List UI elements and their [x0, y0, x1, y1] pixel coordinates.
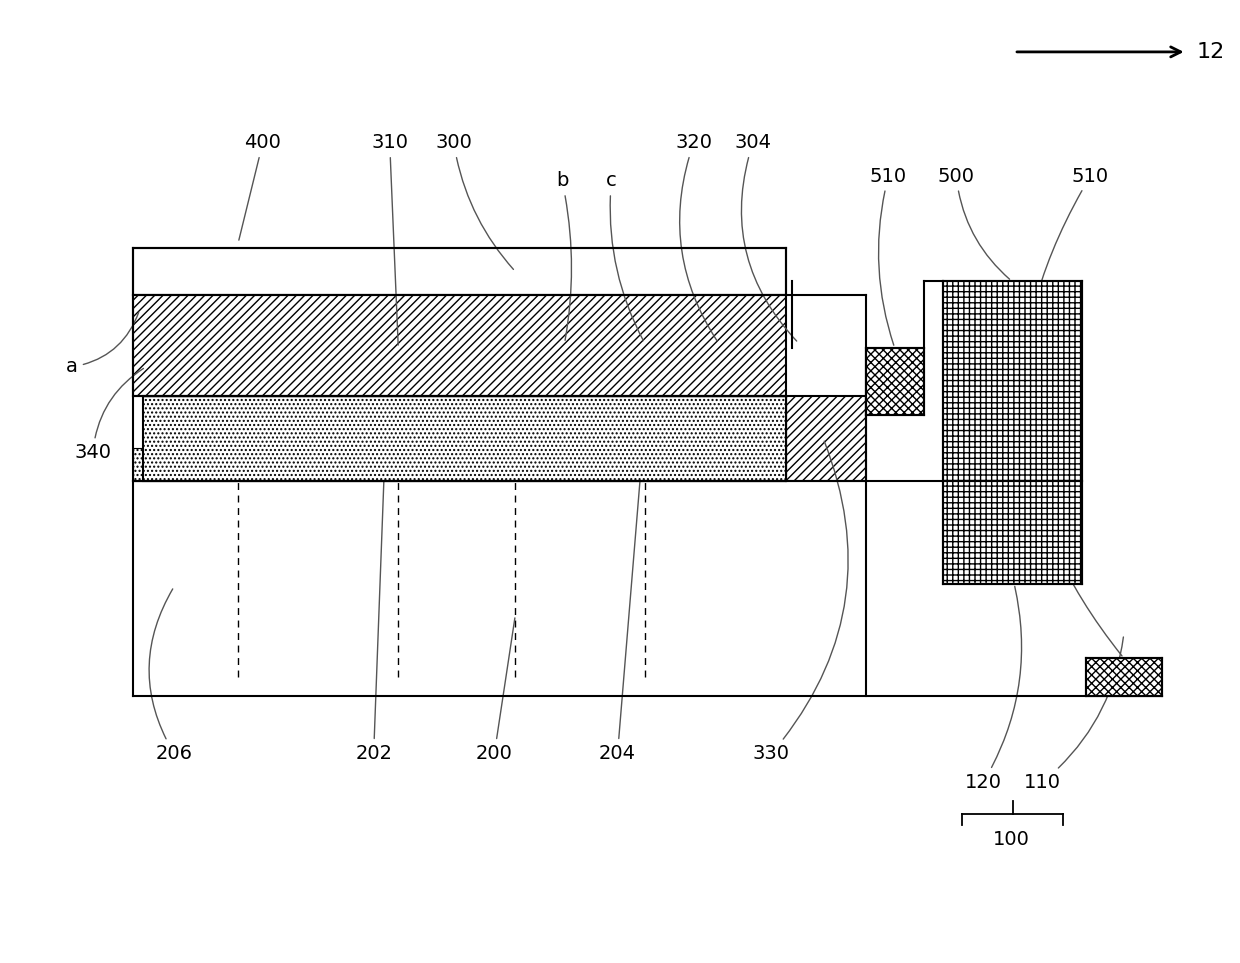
Bar — [942, 482, 1081, 584]
Text: 110: 110 — [1024, 637, 1123, 792]
Bar — [134, 296, 786, 396]
Text: 310: 310 — [371, 133, 408, 345]
Bar — [144, 396, 786, 448]
Bar — [867, 348, 924, 415]
Bar — [134, 448, 786, 482]
Bar — [786, 396, 867, 482]
Bar — [1085, 658, 1162, 696]
Text: 340: 340 — [74, 369, 144, 462]
Bar — [942, 281, 1081, 482]
Text: 500: 500 — [937, 167, 1009, 279]
Bar — [134, 247, 786, 296]
Text: 202: 202 — [355, 427, 392, 763]
Text: 120: 120 — [965, 586, 1022, 792]
Text: 204: 204 — [599, 427, 645, 763]
Text: 330: 330 — [753, 441, 848, 763]
Text: c: c — [606, 171, 644, 341]
Text: 206: 206 — [149, 589, 192, 763]
Text: 200: 200 — [476, 618, 515, 763]
Text: a: a — [66, 312, 139, 377]
Text: 12: 12 — [1197, 42, 1225, 62]
Text: 510: 510 — [870, 167, 908, 345]
Text: 320: 320 — [676, 133, 717, 341]
Text: 510: 510 — [1022, 167, 1122, 656]
Text: b: b — [556, 171, 572, 340]
Bar — [144, 396, 786, 482]
Text: 304: 304 — [734, 133, 796, 341]
Text: 300: 300 — [435, 133, 513, 270]
Text: 100: 100 — [993, 830, 1030, 849]
Text: 400: 400 — [239, 133, 281, 240]
